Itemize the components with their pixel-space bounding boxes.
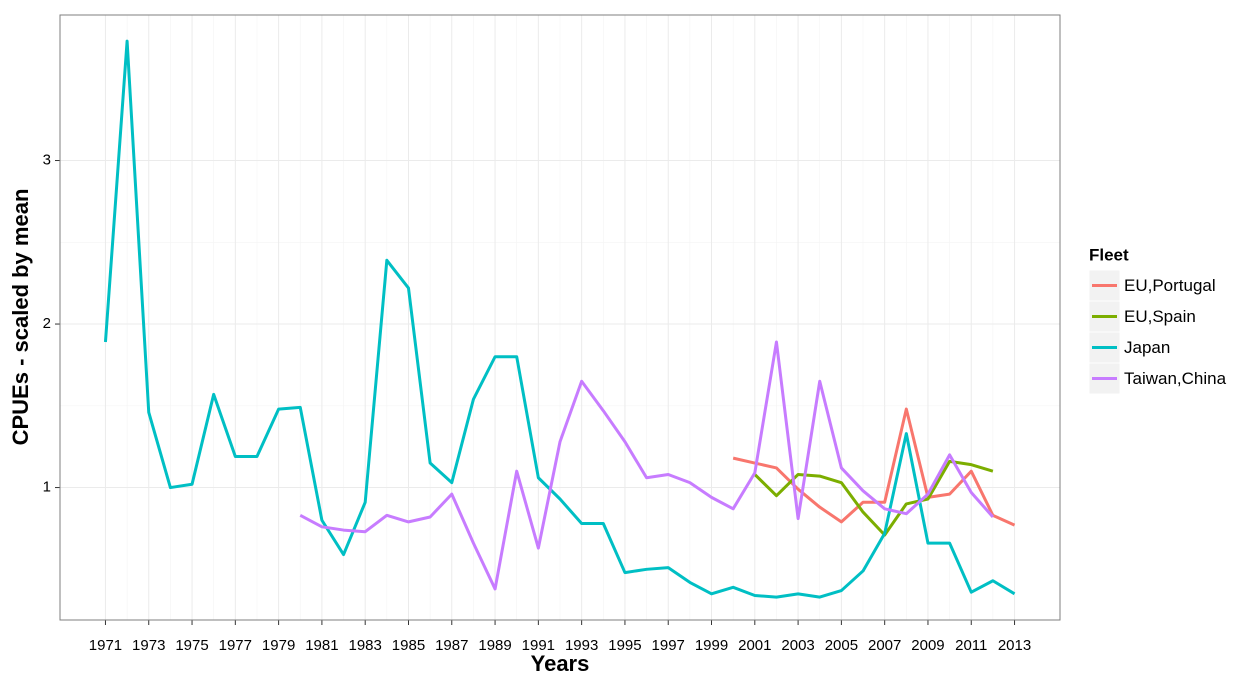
x-tick-label: 1989 xyxy=(478,637,511,654)
x-tick-label: 2005 xyxy=(825,637,858,654)
x-tick-label: 1977 xyxy=(219,637,252,654)
x-tick-label: 2007 xyxy=(868,637,901,654)
x-tick-label: 1999 xyxy=(695,637,728,654)
x-tick-label: 1985 xyxy=(392,637,425,654)
y-axis-title: CPUEs - scaled by mean xyxy=(8,189,33,446)
x-tick-label: 1983 xyxy=(349,637,382,654)
legend-label: EU,Spain xyxy=(1124,307,1196,326)
legend-label: Japan xyxy=(1124,338,1170,357)
series-line xyxy=(103,39,1016,599)
x-tick-label: 1987 xyxy=(435,637,468,654)
x-tick-label: 2011 xyxy=(955,637,987,654)
legend-title: Fleet xyxy=(1089,245,1129,264)
x-tick-label: 2009 xyxy=(911,637,944,654)
x-tick-label: 1975 xyxy=(175,637,208,654)
panel-border xyxy=(59,14,1061,621)
y-tick-label: 1 xyxy=(43,479,51,496)
x-tick-label: 1991 xyxy=(522,637,555,654)
x-tick-label: 2013 xyxy=(998,637,1031,654)
x-axis-title: Years xyxy=(531,651,590,676)
series-line xyxy=(732,407,1016,527)
x-tick-label: 1971 xyxy=(89,637,122,654)
legend-label: EU,Portugal xyxy=(1124,276,1216,295)
y-tick-label: 2 xyxy=(43,315,51,332)
x-tick-label: 1973 xyxy=(132,637,165,654)
series-line xyxy=(299,340,995,591)
x-tick-label: 1997 xyxy=(652,637,685,654)
x-tick-label: 1979 xyxy=(262,637,295,654)
y-tick-label: 3 xyxy=(43,151,51,168)
x-tick-label: 2003 xyxy=(781,637,814,654)
legend-label: Taiwan,China xyxy=(1124,369,1227,388)
x-tick-label: 1993 xyxy=(565,637,598,654)
x-tick-label: 2001 xyxy=(738,637,771,654)
x-tick-label: 1981 xyxy=(305,637,338,654)
x-tick-label: 1995 xyxy=(608,637,641,654)
